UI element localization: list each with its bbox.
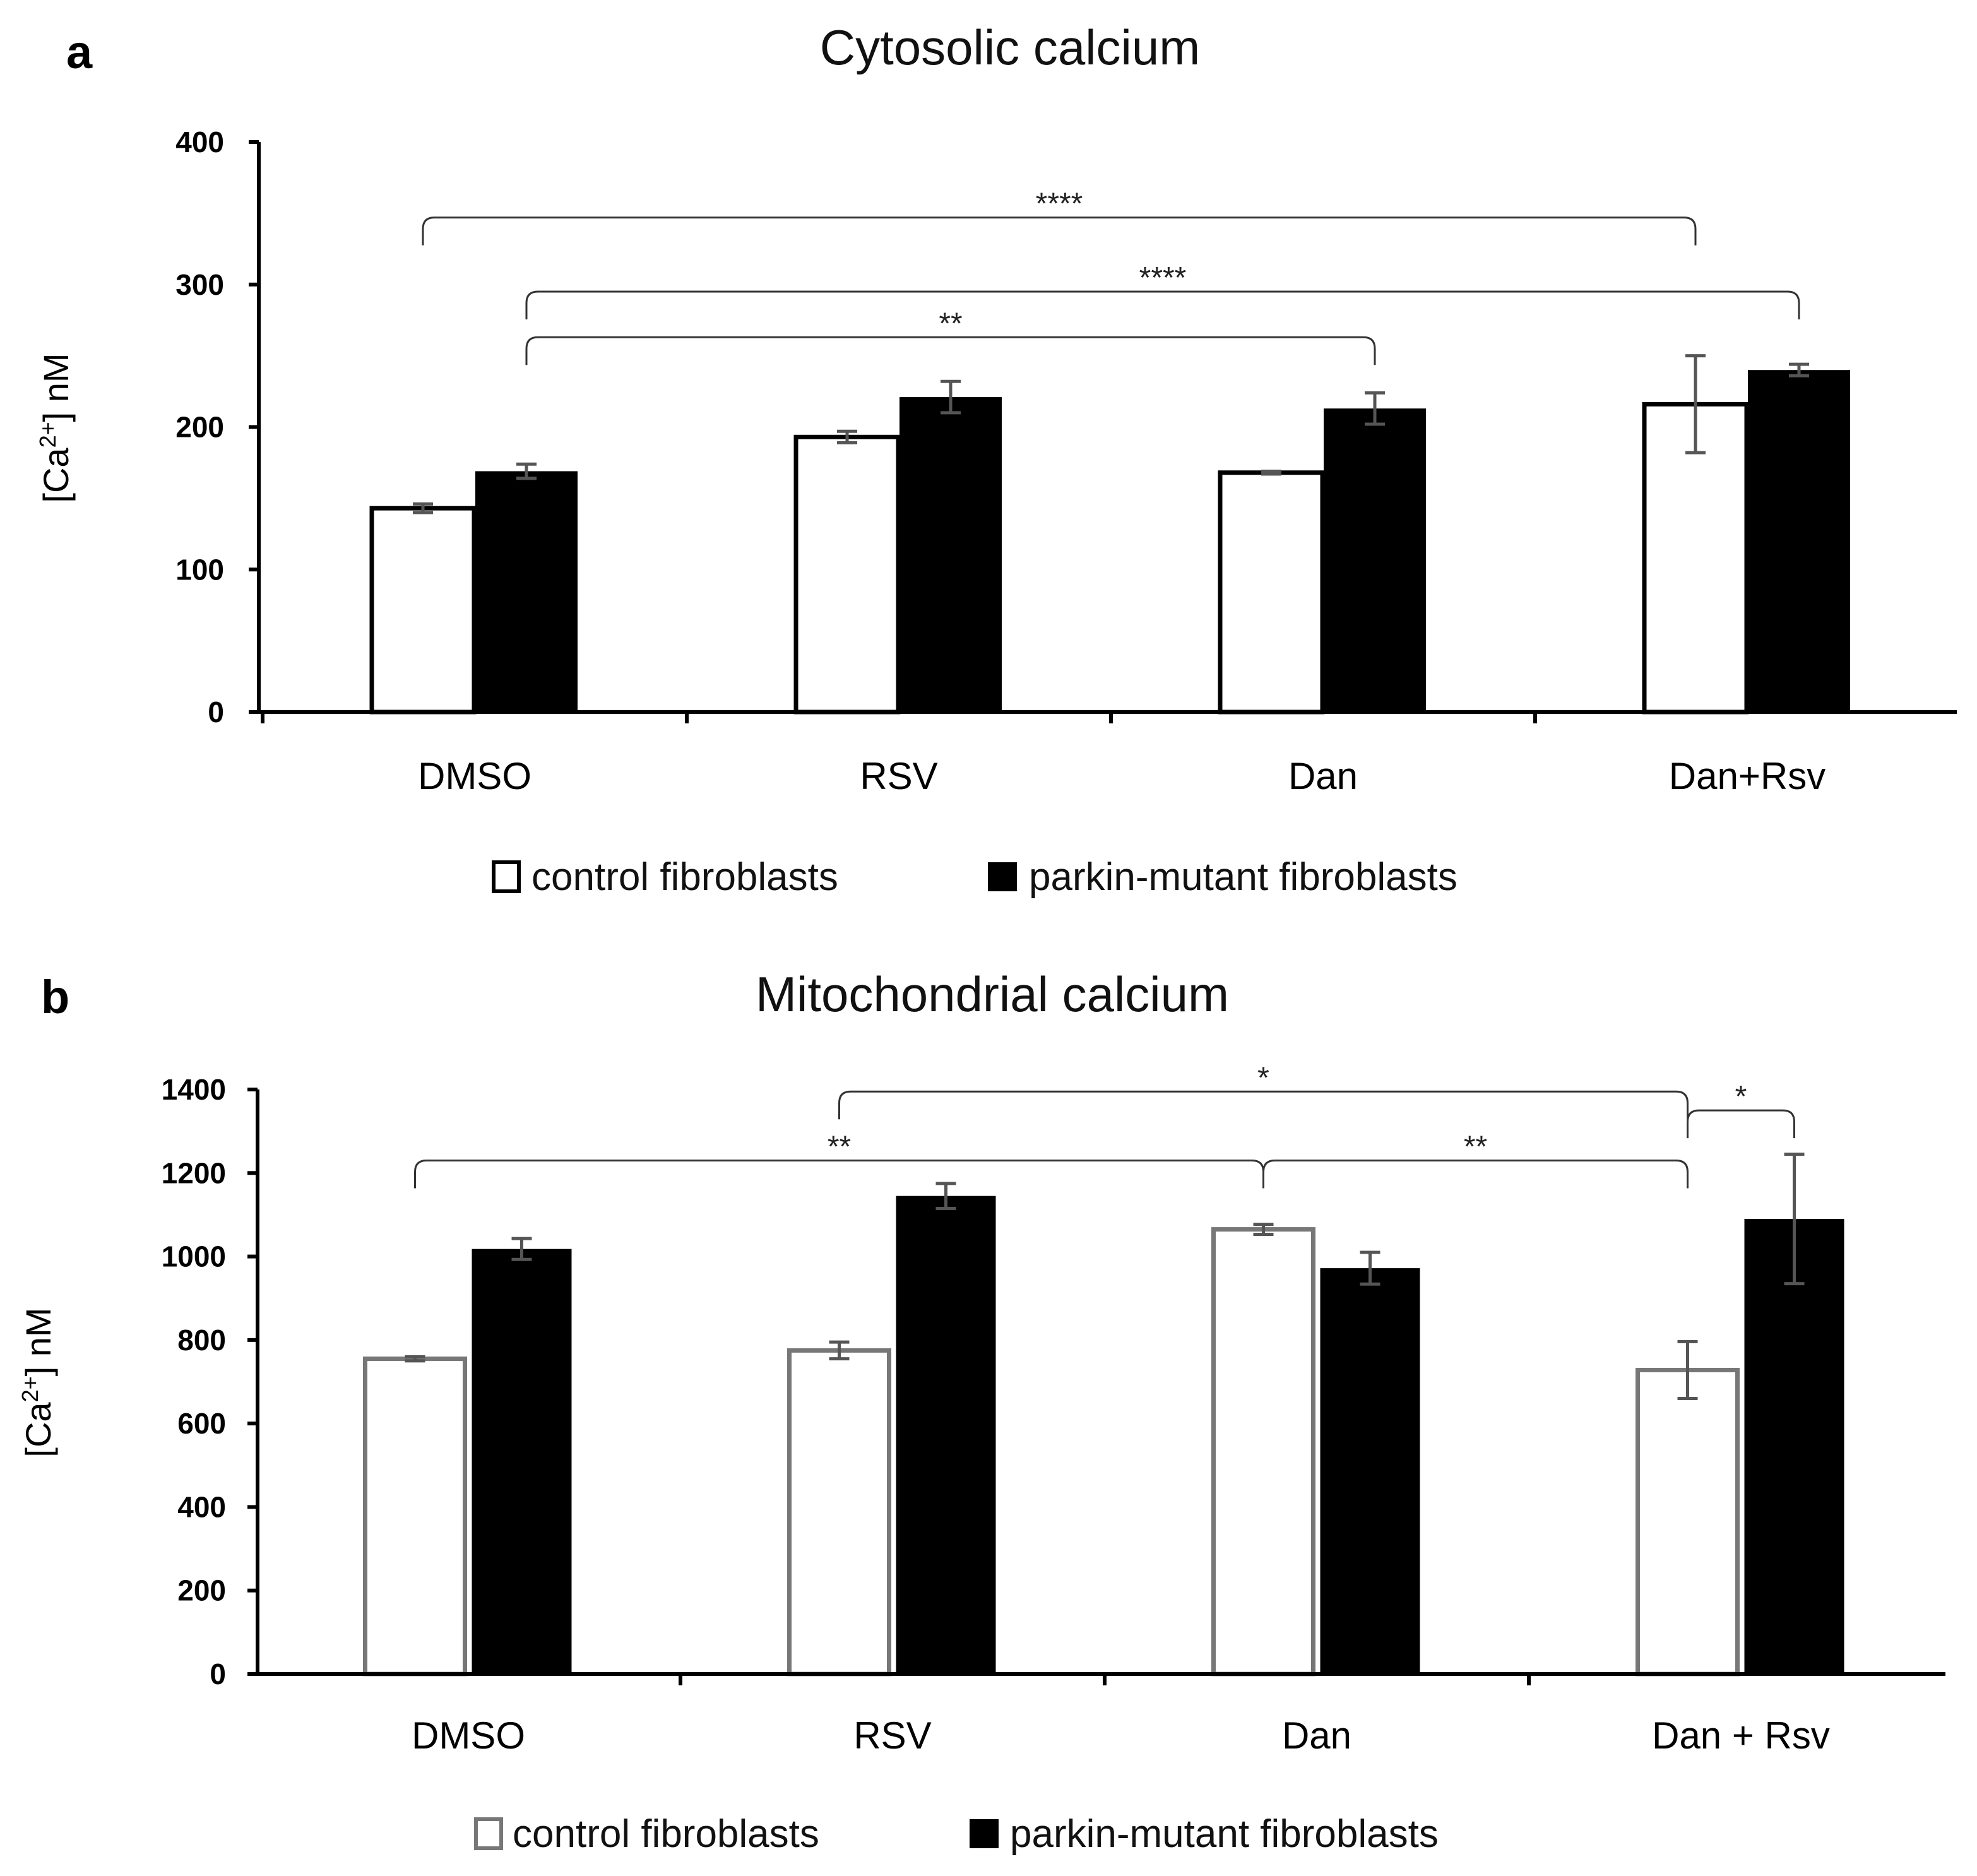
legend: control fibroblasts parkin-mutant fibrob… (492, 855, 1458, 899)
category-label: RSV (860, 755, 937, 797)
y-tick-label: 1400 (162, 1073, 226, 1106)
bar-parkin-rsv (899, 397, 1002, 712)
y-tick-label: 400 (175, 126, 224, 158)
category-label: DMSO (412, 1714, 525, 1757)
panel-b-mitochondrial-calcium: b Mitochondrial calcium [Ca2+] nM 0 200 40… (17, 966, 1945, 1856)
error-bar (1261, 469, 1281, 476)
y-tick-label: 1000 (162, 1240, 226, 1273)
y-tick-label: 0 (210, 1658, 226, 1690)
panel-letter-b: b (41, 971, 69, 1023)
significance-bracket-line (1687, 1109, 1795, 1139)
error-bar (1789, 362, 1809, 377)
y-tick-label: 1200 (162, 1156, 226, 1189)
significance-label: **** (1036, 187, 1083, 221)
error-bar (511, 1237, 532, 1261)
bar-control-dan-rsv (1636, 1367, 1740, 1677)
legend-swatch-parkin (988, 862, 1017, 891)
category-label: Dan (1288, 755, 1358, 797)
y-tick-label: 0 (208, 696, 224, 728)
category-label: Dan + Rsv (1652, 1714, 1830, 1757)
error-bar (1685, 354, 1706, 454)
error-bar (516, 462, 537, 480)
significance-label: ** (939, 307, 962, 340)
category-label: DMSO (418, 755, 531, 797)
significance-label: **** (1139, 261, 1187, 295)
y-tick-label: 300 (175, 268, 224, 301)
bar-parkin-dan-rsv (1748, 370, 1850, 712)
bar-parkin-dan (1324, 408, 1426, 712)
y-tick-label: 100 (175, 553, 224, 586)
significance-bracket-line (525, 290, 1800, 320)
panel-a-cytosolic-calcium: a Cytosolic calcium [Ca2+] nM 0 100 200 300… (35, 20, 1957, 899)
category-label: Dan+Rsv (1669, 755, 1826, 797)
error-bar (829, 1340, 850, 1361)
bar-parkin-dan (1320, 1268, 1420, 1674)
category-label: Dan (1282, 1714, 1351, 1757)
legend: control fibroblasts parkin-mutant fibrob… (474, 1812, 1439, 1856)
significance-label: ** (828, 1130, 851, 1163)
significance-bracket-line (1262, 1159, 1689, 1189)
plot-area: 0 200 400 600 800 1000 1200 1400 DMSO RSV Dan Dan +… (162, 1061, 1945, 1757)
y-tick-label: 200 (175, 411, 224, 444)
error-bar (941, 379, 961, 415)
chart-title: Cytosolic calcium (820, 20, 1200, 75)
error-bar (935, 1182, 956, 1211)
legend-swatch-control (474, 1817, 503, 1850)
legend-label-parkin: parkin-mutant fibroblasts (1010, 1812, 1439, 1856)
significance-bracket-line (525, 336, 1376, 365)
significance-bracket: ** (525, 307, 1376, 365)
significance-label: * (1257, 1061, 1269, 1095)
panel-letter-a: a (66, 26, 93, 78)
error-bar (1360, 1250, 1380, 1286)
significance-label: ** (1464, 1130, 1487, 1163)
significance-bracket: * (838, 1061, 1689, 1120)
y-axis-label: [Ca2+] nM (17, 1307, 58, 1457)
significance-bracket: **** (422, 187, 1697, 246)
error-bar (1253, 1223, 1274, 1237)
significance-bracket: ** (1262, 1130, 1689, 1189)
bar-control-dmso (363, 1357, 467, 1677)
bar-control-dan (1218, 470, 1325, 715)
significance-bracket-line (838, 1090, 1689, 1120)
error-bar (837, 429, 857, 444)
significance-bracket: **** (525, 261, 1800, 320)
error-bar (413, 502, 433, 514)
error-bar (1677, 1340, 1698, 1400)
significance-bracket-line (414, 1159, 1264, 1189)
error-bar (1365, 391, 1385, 426)
bar-parkin-dmso (475, 471, 578, 712)
bar-control-rsv (787, 1348, 891, 1677)
legend-label-control: control fibroblasts (513, 1812, 819, 1856)
chart-title: Mitochondrial calcium (756, 966, 1229, 1022)
y-tick-label: 800 (177, 1324, 226, 1357)
significance-bracket: * (1687, 1080, 1795, 1139)
bar-parkin-dmso (472, 1249, 572, 1674)
y-tick-label: 600 (177, 1407, 226, 1440)
error-bar (1784, 1153, 1805, 1286)
significance-label: * (1735, 1080, 1747, 1113)
bar-control-dan-rsv (1642, 401, 1749, 715)
legend-label-parkin: parkin-mutant fibroblasts (1029, 855, 1458, 899)
bar-parkin-rsv (896, 1196, 996, 1674)
bar-control-rsv (793, 434, 901, 715)
significance-bracket-line (422, 217, 1697, 246)
y-tick-label: 200 (177, 1574, 226, 1607)
y-tick-label: 400 (177, 1490, 226, 1523)
error-bar (405, 1355, 425, 1363)
bar-parkin-dan-rsv (1744, 1219, 1844, 1674)
y-axis-label: [Ca2+] nM (35, 353, 76, 502)
bar-control-dan (1211, 1227, 1315, 1677)
bar-control-dmso (369, 506, 477, 715)
category-label: RSV (853, 1714, 931, 1757)
legend-swatch-parkin (970, 1819, 999, 1848)
legend-swatch-control (492, 860, 521, 893)
significance-bracket: ** (414, 1130, 1264, 1189)
legend-label-control: control fibroblasts (531, 855, 838, 899)
